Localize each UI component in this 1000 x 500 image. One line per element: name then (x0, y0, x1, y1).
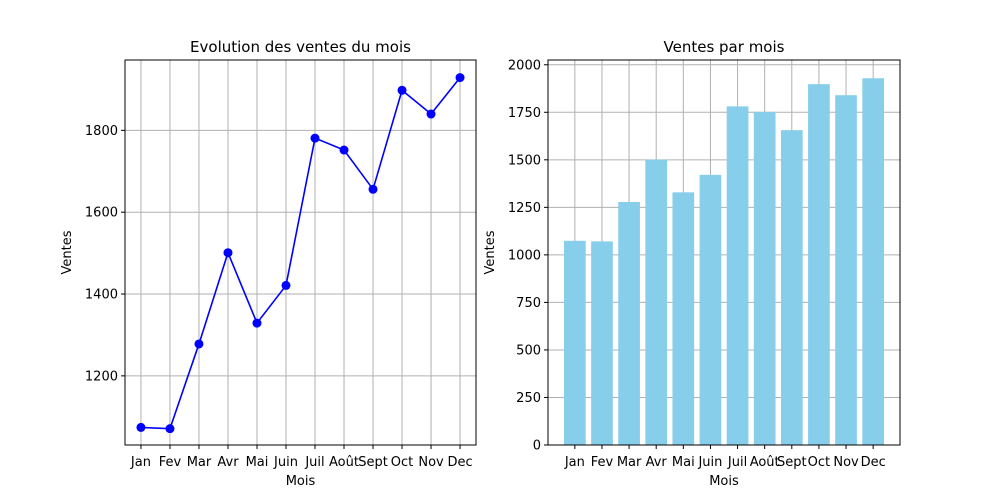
bar-chart-x-tick-label: Mai (672, 455, 695, 470)
line-chart-x-axis-label: Mois (286, 474, 316, 489)
bar-chart-x-tick-label: Dec (861, 455, 886, 470)
bar-chart-title: Ventes par mois (664, 38, 785, 56)
bar-chart-x-tick-label: Août (750, 455, 780, 470)
line-chart-frame (124, 59, 477, 446)
line-chart-point (310, 133, 320, 143)
line-chart-point (281, 280, 291, 290)
bar-chart-bar (564, 240, 586, 445)
bar-chart-x-tick-label: Sept (777, 455, 807, 470)
line-chart-point (136, 422, 146, 432)
bar-chart-x-tick-label: Nov (833, 455, 859, 470)
bar-chart-bar (808, 84, 830, 445)
bar-chart-bar (645, 159, 668, 445)
bar-chart-bar (780, 130, 803, 445)
bar-chart-y-tick-label: 0 (533, 439, 541, 454)
line-chart-point (368, 184, 378, 194)
bar-chart-bar (591, 241, 613, 445)
line-chart-point (194, 339, 204, 349)
line-chart-x-tick-label: Avr (217, 455, 239, 470)
bar-chart-y-axis-label: Ventes (483, 230, 498, 274)
bar-chart-x-tick-label: Jan (564, 455, 585, 470)
line-chart-y-ticks: 1200 1400 1600 1800 (85, 124, 125, 384)
line-chart-grid (125, 60, 476, 445)
bar-chart-y-tick-label: 1000 (508, 248, 541, 263)
bar-chart-y-tick-label: 1250 (508, 201, 541, 216)
bar-chart-x-tick-label: Fev (591, 455, 614, 470)
line-chart-series-line (140, 77, 461, 430)
line-chart-point (339, 145, 349, 155)
line-chart-plot-area (136, 73, 465, 434)
bar-chart-x-tick-label: Avr (646, 455, 668, 470)
line-chart-x-tick-label: Fev (159, 455, 182, 470)
line-chart-point (223, 248, 233, 258)
line-chart-point (252, 318, 262, 328)
line-chart-x-tick-label: Juil (304, 455, 324, 470)
line-chart-point (455, 73, 465, 83)
bar-chart-x-tick-label: Juin (697, 455, 722, 470)
line-chart-x-tick-label: Mar (187, 455, 212, 470)
bar-chart-x-tick-label: Mar (617, 455, 642, 470)
line-chart-x-tick-label: Août (329, 455, 359, 470)
bar-chart-y-tick-label: 1500 (508, 153, 541, 168)
bar-chart-x-tick-label: Juil (727, 455, 747, 470)
line-chart-y-tick-label: 1400 (85, 288, 118, 303)
bar-chart: Ventes par mois Jan Fev Mar Avr Mai Juin Juil A… (483, 38, 901, 489)
line-chart-point (397, 85, 407, 95)
bar-chart-bar (835, 95, 857, 445)
bar-chart-bar (672, 192, 695, 445)
line-chart-y-tick-label: 1600 (85, 206, 118, 221)
bar-chart-y-tick-label: 1750 (508, 106, 541, 121)
bar-chart-frame (547, 59, 901, 446)
line-chart-y-tick-label: 1800 (85, 124, 118, 139)
line-chart-x-tick-label: Nov (418, 455, 444, 470)
bar-chart-y-tick-label: 250 (516, 391, 541, 406)
line-chart-x-tick-label: Jan (130, 455, 151, 470)
line-chart-x-tick-label: Juin (273, 455, 298, 470)
line-chart-x-tick-label: Oct (391, 455, 413, 470)
line-chart-x-tick-label: Dec (447, 455, 472, 470)
bar-chart-x-axis-label: Mois (709, 474, 739, 489)
bar-chart-bar (618, 202, 640, 445)
bar-chart-y-ticks: 0 250 500 750 1000 1250 1500 1750 2000 (508, 58, 548, 454)
line-chart-x-tick-label: Mai (246, 455, 269, 470)
line-chart-x-tick-label: Sept (358, 455, 388, 470)
bar-chart-bar (862, 78, 884, 445)
bar-chart-y-tick-label: 750 (516, 296, 541, 311)
bar-chart-plot-area (564, 78, 884, 446)
line-chart-y-tick-label: 1200 (85, 369, 118, 384)
bar-chart-y-tick-label: 500 (516, 343, 541, 358)
bar-chart-x-tick-label: Oct (808, 455, 830, 470)
line-chart: Evolution des ventes du mois Jan Fev Mar Av… (60, 38, 477, 489)
bar-chart-y-tick-label: 2000 (508, 58, 541, 73)
line-chart-x-ticks: Jan Fev Mar Avr Mai Juin Juil Août Sept Oct Nov Dec (130, 445, 473, 470)
bar-chart-bar (753, 111, 776, 446)
line-chart-title: Evolution des ventes du mois (190, 38, 411, 56)
bar-chart-bar (726, 106, 749, 445)
line-chart-y-axis-label: Ventes (60, 230, 75, 274)
line-chart-point (165, 424, 175, 434)
bar-chart-bar (699, 174, 722, 445)
line-chart-point (426, 109, 436, 119)
